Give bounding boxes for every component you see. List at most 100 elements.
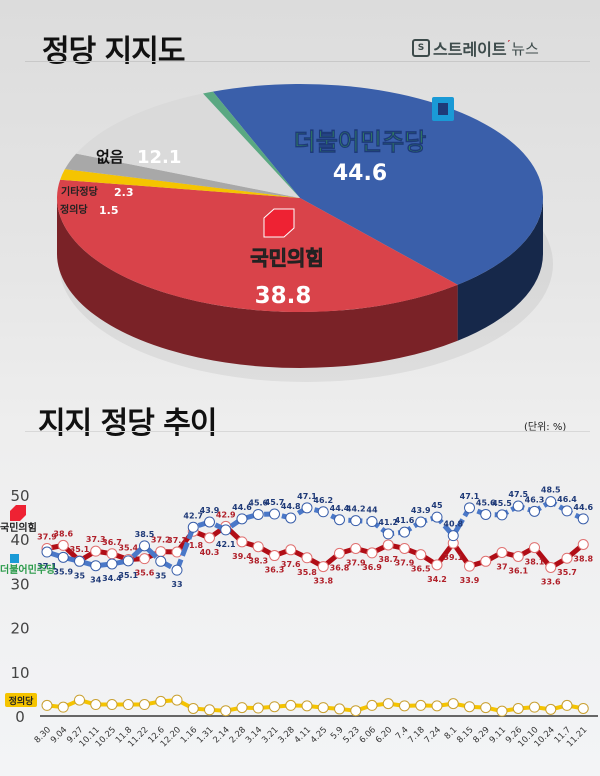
svg-text:8.29: 8.29: [471, 725, 491, 745]
header-divider: [25, 61, 590, 62]
svg-text:50: 50: [10, 487, 29, 505]
svg-text:42.9: 42.9: [216, 510, 236, 519]
svg-text:38.8: 38.8: [573, 555, 593, 564]
svg-text:6.20: 6.20: [374, 725, 394, 745]
svg-text:38.5: 38.5: [135, 530, 155, 539]
svg-text:36.5: 36.5: [411, 565, 431, 574]
svg-text:41.6: 41.6: [395, 516, 415, 525]
svg-text:35: 35: [74, 571, 86, 580]
svg-text:35.1: 35.1: [118, 571, 138, 580]
svg-text:44.4: 44.4: [330, 504, 350, 513]
brand-logo: S 스트레이트 ′ 뉴스: [412, 36, 539, 60]
svg-text:39.1: 39.1: [443, 553, 463, 562]
svg-text:37.1: 37.1: [167, 536, 187, 545]
svg-text:47.1: 47.1: [297, 492, 317, 501]
svg-text:47.1: 47.1: [460, 492, 480, 501]
svg-text:없음: 없음: [96, 148, 124, 166]
svg-text:10.25: 10.25: [94, 725, 118, 749]
svg-text:1.16: 1.16: [179, 725, 199, 745]
svg-text:4.25: 4.25: [309, 725, 329, 745]
svg-text:37.1: 37.1: [37, 562, 57, 571]
svg-text:국민의힘: 국민의힘: [0, 521, 37, 534]
svg-text:10.24: 10.24: [533, 725, 557, 749]
svg-text:7.24: 7.24: [423, 725, 443, 745]
svg-text:더불어민주당: 더불어민주당: [0, 563, 56, 576]
svg-text:41.2: 41.2: [378, 518, 398, 527]
svg-text:35: 35: [155, 571, 167, 580]
svg-text:11.21: 11.21: [565, 725, 589, 749]
brand-accent-icon: ′: [507, 38, 511, 50]
svg-text:정의당: 정의당: [60, 203, 88, 216]
svg-text:36.8: 36.8: [330, 563, 350, 572]
svg-text:8.15: 8.15: [455, 725, 475, 745]
svg-text:44.6: 44.6: [573, 503, 593, 512]
svg-text:48.5: 48.5: [541, 486, 561, 495]
svg-text:38.7: 38.7: [378, 555, 398, 564]
svg-text:7.4: 7.4: [394, 725, 411, 742]
svg-text:2.3: 2.3: [114, 186, 134, 199]
svg-text:36.1: 36.1: [508, 566, 528, 575]
svg-text:37.2: 37.2: [151, 536, 171, 545]
svg-text:42.1: 42.1: [216, 540, 236, 549]
svg-text:9.04: 9.04: [49, 725, 69, 745]
svg-text:7.18: 7.18: [406, 725, 426, 745]
trend-divider: [25, 431, 590, 432]
svg-text:43.9: 43.9: [200, 506, 220, 515]
svg-text:33: 33: [171, 580, 182, 589]
svg-text:34: 34: [90, 576, 102, 585]
svg-text:35.7: 35.7: [557, 568, 577, 577]
svg-text:34.4: 34.4: [102, 574, 122, 583]
svg-text:2.14: 2.14: [211, 725, 231, 745]
pie-slice: [76, 93, 300, 198]
svg-text:국민의힘: 국민의힘: [250, 246, 324, 270]
svg-text:40.8: 40.8: [443, 520, 463, 529]
svg-text:42.7: 42.7: [183, 511, 203, 520]
svg-text:38.1: 38.1: [525, 558, 545, 567]
svg-text:4.11: 4.11: [293, 725, 313, 745]
svg-text:37.9: 37.9: [346, 558, 366, 567]
brand-mark-icon: S: [412, 39, 430, 57]
svg-text:38.6: 38.6: [53, 529, 73, 538]
svg-text:44: 44: [366, 506, 378, 515]
svg-text:10: 10: [10, 664, 29, 682]
svg-text:36.7: 36.7: [102, 538, 122, 547]
pie-side: [57, 198, 458, 368]
unit-label: (단위: %): [524, 422, 567, 433]
svg-text:11.8: 11.8: [114, 725, 134, 745]
svg-text:44.6: 44.6: [333, 161, 387, 186]
pie-slice: [56, 179, 458, 312]
svg-text:45.7: 45.7: [265, 498, 285, 507]
svg-text:0: 0: [15, 708, 25, 726]
brand-name: 스트레이트: [433, 40, 507, 59]
pie-slice: [60, 169, 300, 198]
svg-text:3.28: 3.28: [276, 725, 296, 745]
svg-text:9.27: 9.27: [65, 725, 85, 745]
svg-text:38.8: 38.8: [255, 283, 312, 309]
pie-chart: 더불어민주당 44.6 국민의힘 38.8 없음 12.1 기타정당 2.3 정의당 1.5: [56, 84, 553, 382]
svg-text:33.6: 33.6: [541, 577, 561, 586]
svg-text:8.30: 8.30: [33, 725, 53, 745]
svg-text:9.11: 9.11: [488, 725, 508, 745]
svg-text:1.31: 1.31: [195, 725, 215, 745]
pie-slice: [212, 84, 543, 285]
svg-text:2.28: 2.28: [228, 725, 248, 745]
svg-text:기타정당: 기타정당: [61, 185, 99, 198]
svg-text:정의당: 정의당: [9, 695, 35, 707]
trend-title: 지지 정당 추이: [38, 406, 217, 441]
svg-text:10.10: 10.10: [516, 725, 540, 749]
svg-text:45.6: 45.6: [248, 498, 268, 507]
svg-text:46.4: 46.4: [557, 495, 577, 504]
svg-text:3.21: 3.21: [260, 725, 280, 745]
svg-text:46.3: 46.3: [525, 495, 545, 504]
svg-text:44.6: 44.6: [232, 503, 252, 512]
svg-text:34.2: 34.2: [427, 575, 447, 584]
page-title: 정당 지지도: [42, 34, 185, 69]
svg-text:37: 37: [496, 562, 507, 571]
svg-text:12.1: 12.1: [137, 147, 181, 168]
svg-text:36.3: 36.3: [265, 566, 285, 575]
svg-text:더불어민주당: 더불어민주당: [294, 128, 426, 156]
svg-text:20: 20: [10, 620, 29, 638]
svg-text:45: 45: [431, 501, 443, 510]
svg-text:3.14: 3.14: [244, 725, 264, 745]
svg-text:45.5: 45.5: [492, 499, 512, 508]
